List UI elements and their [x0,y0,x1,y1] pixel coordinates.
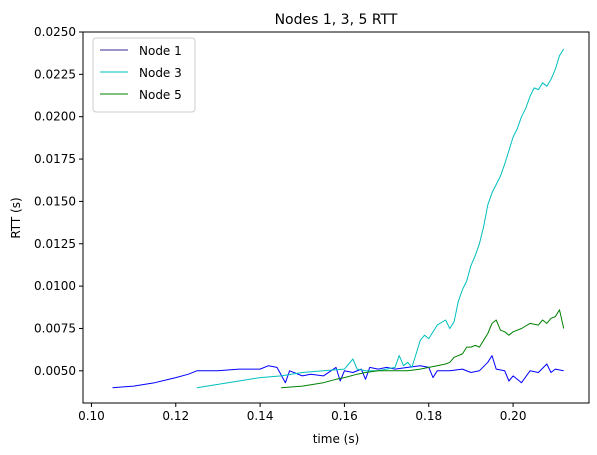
legend-label-node-5: Node 5 [139,88,182,102]
y-axis-label: RTT (s) [9,197,23,238]
y-tick-label: 0.0250 [34,25,76,39]
legend: Node 1 Node 3 Node 5 [93,38,195,112]
y-tick-label: 0.0200 [34,110,76,124]
legend-label-node-3: Node 3 [139,66,182,80]
x-axis-label: time (s) [313,432,360,446]
y-tick-label: 0.0175 [34,152,76,166]
y-tick-label: 0.0125 [34,237,76,251]
x-tick-label: 0.18 [415,409,442,423]
y-tick-label: 0.0150 [34,194,76,208]
x-tick-label: 0.20 [500,409,527,423]
y-tick-label: 0.0225 [34,67,76,81]
x-tick-label: 0.14 [247,409,274,423]
x-tick-label: 0.10 [78,409,105,423]
y-tick-label: 0.0075 [34,321,76,335]
chart-title: Nodes 1, 3, 5 RTT [275,12,398,28]
x-tick-label: 0.12 [162,409,189,423]
y-tick-label: 0.0050 [34,364,76,378]
legend-label-node-1: Node 1 [139,44,182,58]
x-tick-label: 0.16 [331,409,358,423]
y-tick-label: 0.0100 [34,279,76,293]
